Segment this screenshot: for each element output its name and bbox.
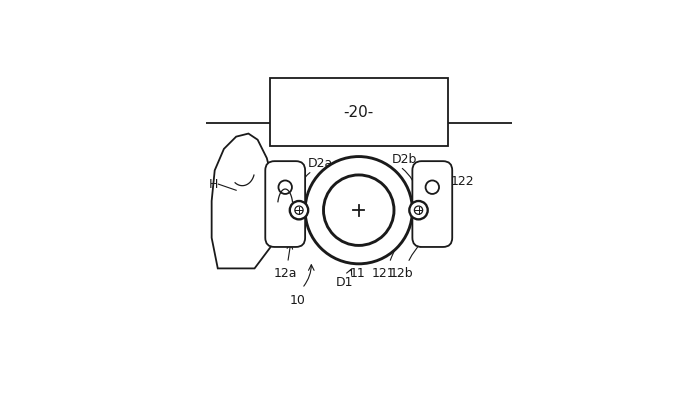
- Circle shape: [295, 206, 303, 214]
- Text: H: H: [209, 178, 218, 191]
- Text: 12b: 12b: [390, 267, 414, 280]
- Text: D2b: D2b: [392, 153, 417, 166]
- Bar: [270, 78, 447, 146]
- Polygon shape: [211, 134, 279, 268]
- Text: 122: 122: [451, 175, 475, 187]
- FancyBboxPatch shape: [412, 161, 452, 247]
- Text: 12a: 12a: [274, 267, 297, 280]
- Text: 10: 10: [290, 295, 305, 308]
- Text: D2a: D2a: [308, 157, 333, 170]
- Text: 11: 11: [349, 267, 365, 280]
- Text: -20-: -20-: [344, 105, 374, 120]
- Circle shape: [279, 180, 292, 194]
- Text: 121: 121: [372, 267, 395, 280]
- Bar: [284, 199, 434, 222]
- Circle shape: [410, 201, 428, 219]
- Circle shape: [305, 156, 412, 264]
- Circle shape: [414, 206, 423, 214]
- Circle shape: [426, 180, 439, 194]
- FancyBboxPatch shape: [265, 161, 305, 247]
- Circle shape: [290, 201, 308, 219]
- Circle shape: [323, 175, 394, 246]
- Text: D1: D1: [336, 276, 354, 289]
